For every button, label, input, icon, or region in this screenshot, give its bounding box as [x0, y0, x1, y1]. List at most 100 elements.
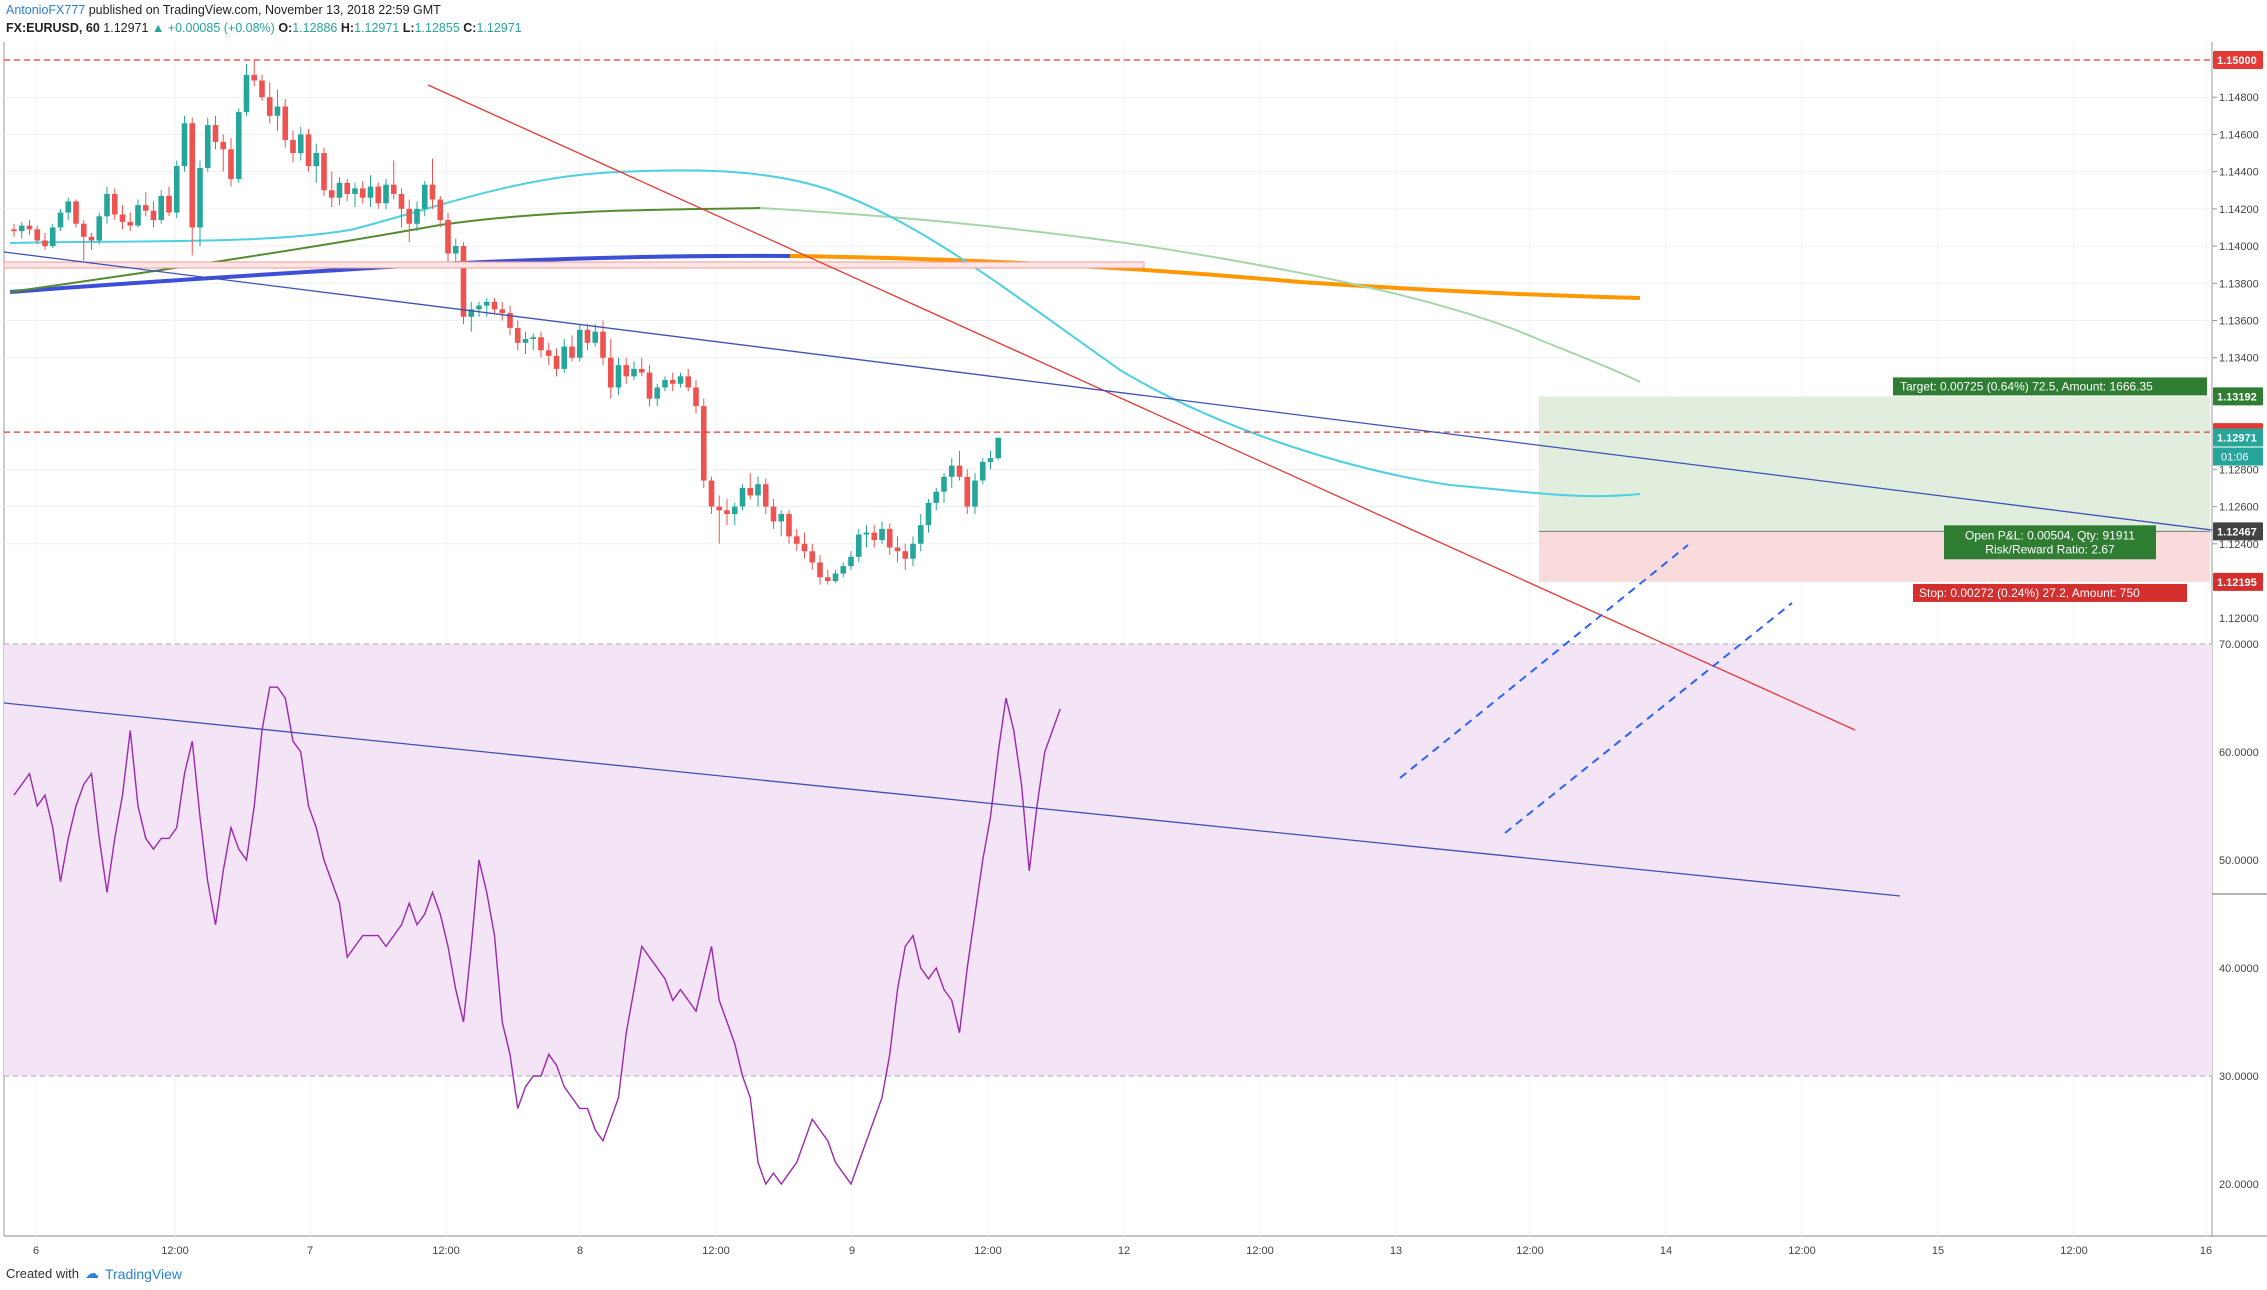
candle	[158, 190, 165, 224]
candle	[824, 569, 831, 585]
time-tick-label: 12:00	[2060, 1245, 2088, 1257]
candle-body	[305, 134, 312, 167]
candle-body	[344, 182, 351, 194]
candle-body	[886, 528, 893, 548]
candle-body	[150, 210, 157, 221]
candle-body	[933, 491, 940, 503]
candle-body	[514, 327, 521, 343]
candle-body	[266, 97, 273, 116]
candle-body	[770, 506, 777, 522]
stop-label: Stop: 0.00272 (0.24%) 27.2, Amount: 750	[1919, 586, 2140, 600]
target-label: Target: 0.00725 (0.64%) 72.5, Amount: 16…	[1900, 379, 2153, 393]
candle-body	[336, 182, 343, 198]
candle-body	[158, 195, 165, 221]
candle	[848, 551, 854, 570]
open-pnl-bg	[1944, 525, 2156, 560]
candle	[26, 220, 33, 235]
candle	[468, 301, 475, 332]
candle	[437, 195, 444, 228]
candle	[491, 298, 498, 314]
price-tick-label: 1.14000	[2219, 241, 2259, 253]
time-tick-label: 12	[1118, 1245, 1130, 1257]
time-tick-label: 12:00	[702, 1245, 730, 1257]
candle-body	[429, 184, 436, 200]
candle	[235, 108, 242, 183]
candle-body	[274, 106, 281, 116]
time-tick-label: 15	[1932, 1245, 1944, 1257]
candle-body	[879, 528, 885, 541]
candle	[173, 160, 180, 219]
level-1-15000-tag: 1.15000	[2217, 55, 2257, 67]
candle-body	[220, 141, 227, 150]
candle-body	[576, 329, 583, 358]
candle-body	[212, 125, 219, 142]
candle	[724, 499, 730, 526]
candle	[623, 357, 630, 384]
candle-body	[739, 487, 746, 507]
candle-body	[561, 346, 568, 369]
candle	[305, 128, 312, 172]
candle	[685, 368, 692, 392]
lower-channel-line	[3, 702, 1901, 897]
candle	[739, 484, 746, 511]
candle	[414, 201, 420, 232]
stop-price-tag: 1.12195	[2217, 577, 2257, 589]
candle-body	[135, 205, 141, 226]
time-tick-label: 14	[1660, 1245, 1672, 1257]
price-tick-label: 1.14800	[2219, 92, 2259, 104]
candle	[855, 528, 862, 563]
candle	[460, 242, 467, 325]
candle	[793, 528, 800, 552]
rsi-pane[interactable]	[4, 643, 2212, 1186]
time-tick-label: 13	[1390, 1245, 1402, 1257]
rsi-tick-label: 30.0000	[2219, 1071, 2259, 1083]
candle-body	[855, 534, 862, 557]
candle	[576, 324, 583, 362]
last-price-tag: 1.12971	[2217, 433, 2257, 445]
rsi-tick-label: 50.0000	[2219, 855, 2259, 867]
price-tick-label: 1.13800	[2219, 278, 2259, 290]
candle-body	[817, 562, 823, 578]
tradingview-brand[interactable]: TradingView	[104, 1265, 183, 1282]
candle-body	[119, 214, 126, 222]
target-zone	[1539, 396, 2210, 532]
symbol-name[interactable]: FX:EURUSD, 60	[6, 21, 100, 35]
candle-body	[181, 123, 188, 167]
candle	[42, 233, 48, 250]
candle	[925, 499, 932, 533]
candle	[995, 437, 1002, 461]
low-value: 1.12855	[414, 21, 460, 35]
candle-body	[80, 223, 87, 237]
ema-line	[9, 169, 1641, 498]
candle	[119, 205, 126, 230]
candle	[607, 339, 614, 399]
stop-label-bg	[1913, 583, 2187, 602]
candle-body	[34, 229, 41, 241]
candle-body	[173, 166, 180, 213]
candle	[964, 469, 971, 515]
candle	[716, 495, 723, 544]
candle-body	[894, 547, 901, 552]
close-label: C:	[463, 21, 477, 35]
candle-body	[491, 301, 498, 310]
candle-body	[189, 123, 196, 228]
sma-200-line	[9, 253, 791, 294]
candle-body	[235, 112, 242, 180]
candle-body	[863, 532, 870, 535]
target-price-tag: 1.13192	[2217, 391, 2257, 403]
candle	[150, 201, 157, 228]
candle-body	[832, 573, 839, 581]
rsi-tick-label: 40.0000	[2219, 963, 2259, 975]
candle	[80, 220, 87, 261]
candle	[948, 458, 955, 488]
candle	[979, 458, 986, 485]
author-link[interactable]: AntonioFX777	[6, 3, 86, 17]
candle-body	[197, 167, 203, 228]
time-tick-label: 16	[2200, 1245, 2212, 1257]
candle-body	[297, 134, 304, 154]
time-tick-label: 7	[307, 1245, 313, 1257]
time-tick-label: 12:00	[1516, 1245, 1544, 1257]
candle-body	[623, 365, 630, 377]
candle-body	[96, 216, 103, 241]
